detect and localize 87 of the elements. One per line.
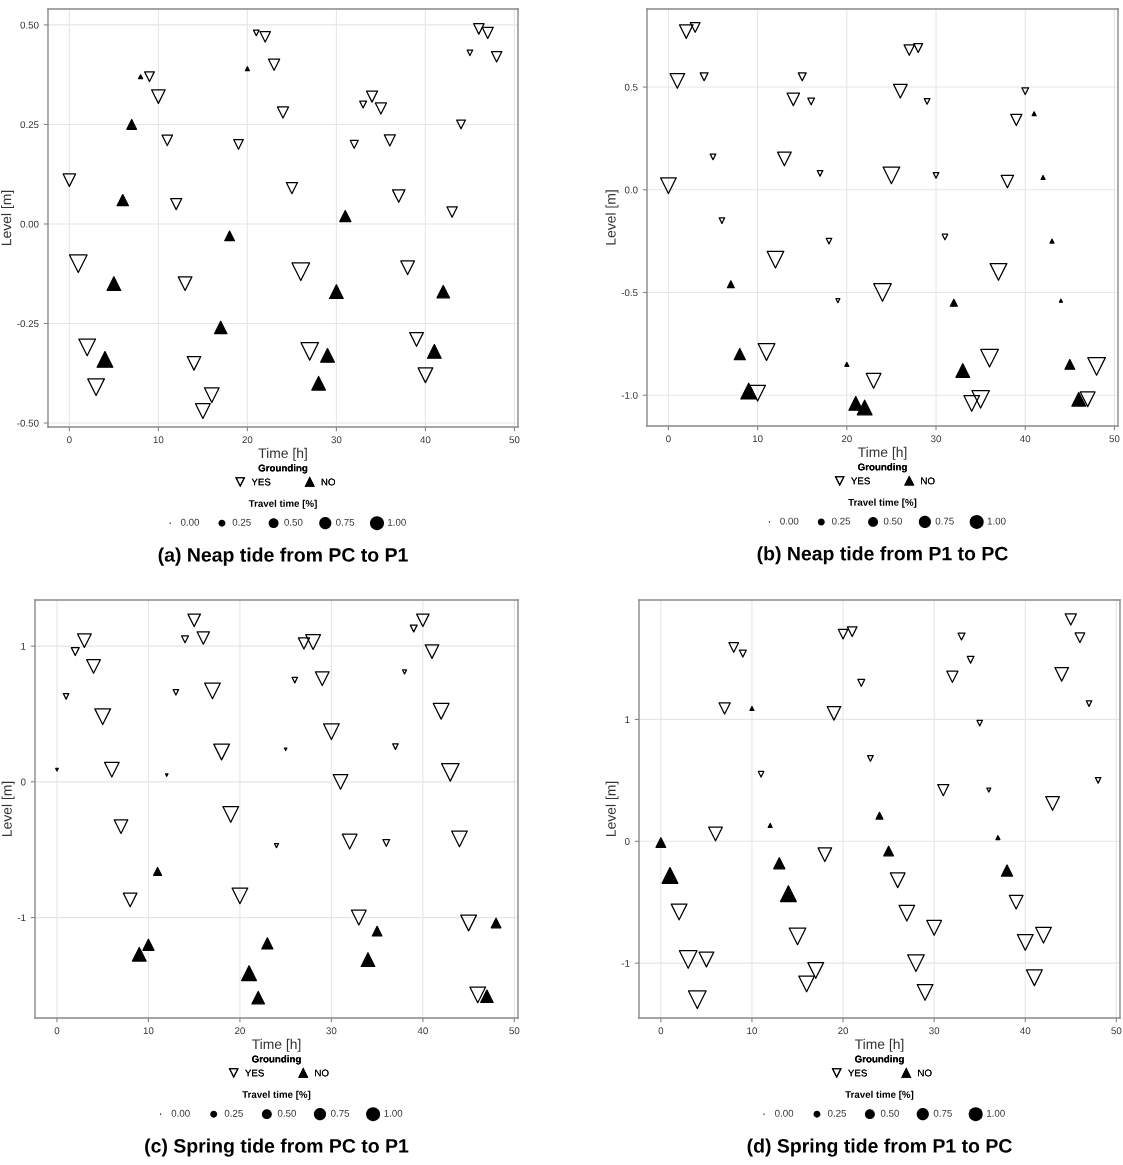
x-tick-label: 0: [54, 1027, 60, 1035]
y-tick-label: 0.00: [20, 220, 39, 228]
legend-label: 0.75: [336, 518, 355, 526]
legend-label: NO: [921, 477, 935, 485]
x-axis-title: Time [h]: [854, 1038, 904, 1052]
x-tick-label: 40: [417, 1027, 428, 1035]
legend-label: 0.00: [775, 1109, 794, 1117]
x-tick-label: 30: [331, 436, 342, 444]
text: (b) Neap tide from P1 to PC: [757, 546, 1008, 565]
x-tick-label: 30: [326, 1027, 337, 1035]
y-tick-label: 0.50: [20, 21, 39, 29]
x-tick-label: 10: [153, 436, 164, 444]
x-tick-label: 20: [234, 1027, 245, 1035]
legend-label: 0.25: [224, 1109, 243, 1117]
y-tick-label: -1: [621, 959, 630, 967]
x-tick-label: 10: [747, 1027, 757, 1035]
text: Travel time [%]: [848, 498, 917, 508]
y-axis-title: Level [m]: [605, 781, 619, 837]
legend-label: 0.50: [883, 517, 902, 525]
legend-title: Grounding: [252, 1055, 301, 1065]
y-tick-label: 1: [21, 642, 26, 650]
legend-title: Grounding: [858, 463, 907, 473]
x-tick-label: 50: [1109, 435, 1120, 443]
text: (a) Neap tide from PC to P1: [158, 547, 408, 566]
x-tick-label: 50: [1111, 1027, 1122, 1035]
text: Travel time [%]: [845, 1090, 914, 1100]
x-tick-label: 20: [242, 436, 253, 444]
legend-label: 0.00: [780, 517, 799, 525]
y-axis-title: Level [m]: [1, 190, 15, 246]
x-axis-title: Time [h]: [857, 446, 907, 460]
x-tick-label: 0: [67, 436, 72, 444]
legend-label: NO: [315, 1069, 329, 1077]
legend-label: 0.00: [180, 518, 200, 526]
x-tick-label: 40: [420, 436, 431, 444]
y-tick-label: 1: [625, 716, 630, 723]
y-tick-label: 0: [624, 838, 630, 845]
y-tick-label: -0.5: [621, 289, 638, 297]
y-tick-label: 0.5: [624, 83, 638, 91]
y-tick-label: 0.0: [624, 186, 638, 194]
legend-label: YES: [251, 478, 271, 486]
x-tick-label: 20: [841, 435, 852, 443]
text: Travel time [%]: [242, 1090, 311, 1100]
legend-label: NO: [918, 1069, 932, 1077]
legend-title: Grounding: [258, 464, 308, 474]
legend-label: 0.25: [827, 1109, 847, 1117]
legend-label: 0.25: [832, 517, 851, 525]
y-tick-label: 0: [20, 778, 26, 786]
x-tick-label: 30: [929, 1027, 940, 1035]
legend-label: 0.75: [933, 1109, 952, 1117]
legend-label: 0.50: [277, 1109, 297, 1117]
y-tick-label: 0.25: [20, 121, 39, 129]
x-tick-label: 0: [658, 1027, 664, 1035]
y-tick-label: -1.0: [621, 391, 638, 399]
x-tick-label: 30: [930, 435, 942, 443]
legend-label: 0.75: [935, 517, 954, 525]
x-tick-label: 10: [143, 1027, 154, 1035]
x-tick-label: 20: [838, 1027, 849, 1035]
x-axis-title: Time [h]: [251, 1038, 301, 1052]
legend-label: 1.00: [987, 517, 1006, 525]
text: Travel time [%]: [248, 499, 317, 509]
x-tick-label: 50: [509, 436, 520, 444]
y-axis-title: Level [m]: [1, 781, 15, 837]
legend-label: NO: [321, 478, 336, 486]
legend-label: 0.50: [284, 518, 303, 526]
x-tick-label: 10: [752, 435, 763, 443]
x-tick-label: 50: [509, 1027, 520, 1035]
y-tick-label: -0.50: [17, 419, 39, 427]
legend-label: 1.00: [987, 1109, 1005, 1117]
x-tick-label: 0: [666, 435, 671, 443]
y-tick-label: -0.25: [17, 320, 39, 328]
y-axis-title: Level [m]: [605, 190, 619, 245]
x-tick-label: 40: [1020, 435, 1031, 443]
legend-label: 0.75: [330, 1109, 350, 1117]
legend-title: Grounding: [855, 1055, 904, 1065]
legend-label: YES: [848, 1069, 867, 1077]
text: (d) Spring tide from P1 to PC: [747, 1138, 1012, 1157]
legend-label: 1.00: [384, 1109, 403, 1117]
x-tick-label: 40: [1020, 1027, 1031, 1035]
legend-label: 0.50: [880, 1109, 899, 1117]
legend-label: 1.00: [388, 518, 406, 526]
legend-label: YES: [851, 477, 870, 485]
y-tick-label: -1: [17, 914, 26, 922]
legend-label: YES: [245, 1069, 264, 1077]
text: (c) Spring tide from PC to P1: [145, 1138, 409, 1157]
x-axis-title: Time [h]: [258, 447, 307, 461]
legend-label: 0.00: [171, 1109, 190, 1117]
legend-label: 0.25: [232, 518, 251, 526]
